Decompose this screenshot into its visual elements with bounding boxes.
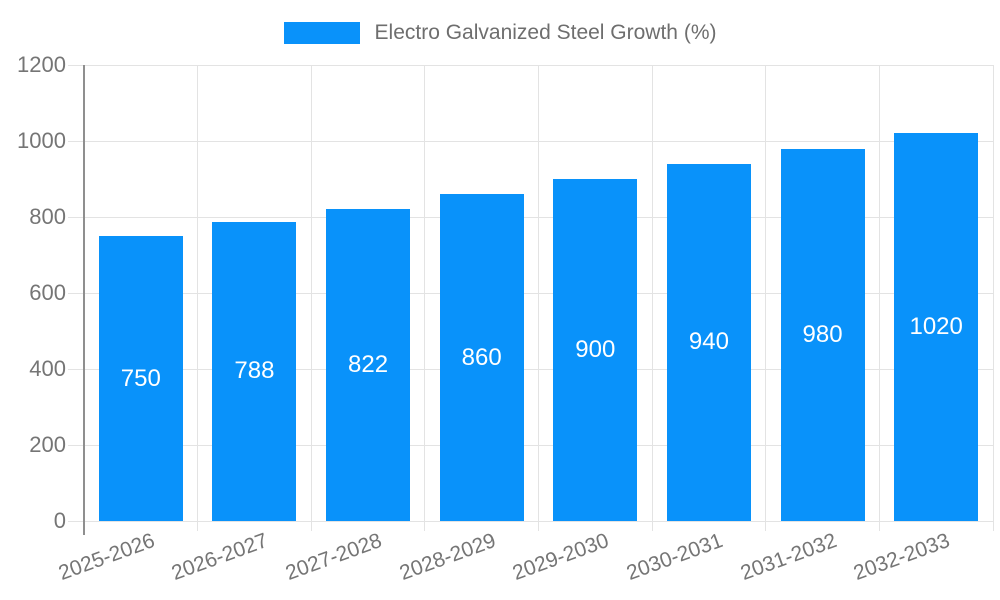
x-gridline [878,65,880,531]
y-tick-label: 400 [29,356,66,381]
y-tick-mark [68,140,84,142]
bar-value-label: 940 [688,328,729,356]
y-tick-mark [68,520,84,522]
legend-swatch [283,22,360,44]
y-tick-label: 1200 [17,52,66,77]
bar-value-label: 980 [802,320,843,348]
y-tick-mark [68,216,84,218]
x-gridline [538,65,539,531]
bar-value-label: 750 [120,364,161,392]
bar-value-label: 900 [575,336,616,363]
x-tick-label: 2031-2032 [737,529,840,585]
x-gridline [765,65,767,531]
chart-legend[interactable]: Electro Galvanized Steel Growth (%) [0,21,1000,45]
x-tick-label: 2025-2026 [55,529,158,585]
bar[interactable]: 1020 [894,133,979,521]
x-tick-label: 2027-2028 [282,529,385,585]
bar[interactable]: 822 [326,208,411,521]
bar[interactable]: 750 [98,236,183,521]
x-gridline [424,65,426,531]
y-tick-mark [68,444,84,446]
y-tick-label: 600 [29,280,66,305]
x-tick-label: 2029-2030 [509,529,613,585]
x-tick-label: 2028-2029 [396,529,499,585]
x-tick-label: 2026-2027 [169,529,272,585]
bar-value-label: 1020 [909,313,963,341]
x-tick-label: 2032-2033 [850,529,954,585]
bar[interactable]: 900 [553,179,638,521]
bar[interactable]: 860 [439,194,524,521]
y-tick-mark [68,64,84,66]
y-tick-label: 0 [53,508,66,533]
bar-value-label: 788 [234,357,275,385]
y-axis-line [83,65,85,535]
y-tick-mark [68,368,84,370]
y-tick-label: 200 [29,432,66,457]
bar[interactable]: 940 [666,163,751,521]
x-tick-label: 2030-2031 [623,529,726,585]
y-tick-label: 1000 [17,128,66,153]
x-gridline [651,65,653,531]
x-gridline [992,65,994,531]
y-tick-label: 800 [29,204,66,229]
legend-label: Electro Galvanized Steel Growth (%) [374,21,717,44]
bar-value-label: 822 [348,350,389,378]
x-gridline [310,65,312,531]
bar-value-label: 860 [461,343,502,371]
x-gridline [197,65,199,531]
bar[interactable]: 980 [780,148,865,521]
bar[interactable]: 788 [212,221,297,521]
y-tick-mark [68,292,84,294]
